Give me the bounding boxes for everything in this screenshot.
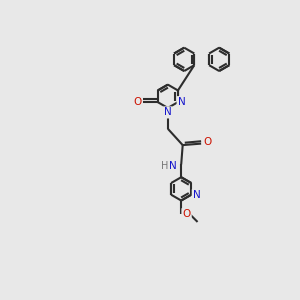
Text: O: O bbox=[182, 209, 191, 219]
Text: N: N bbox=[164, 107, 172, 117]
Text: H: H bbox=[161, 161, 169, 171]
Text: O: O bbox=[203, 137, 211, 147]
Text: N: N bbox=[169, 161, 177, 171]
Text: O: O bbox=[134, 97, 142, 107]
Text: N: N bbox=[193, 190, 200, 200]
Text: N: N bbox=[178, 97, 185, 107]
